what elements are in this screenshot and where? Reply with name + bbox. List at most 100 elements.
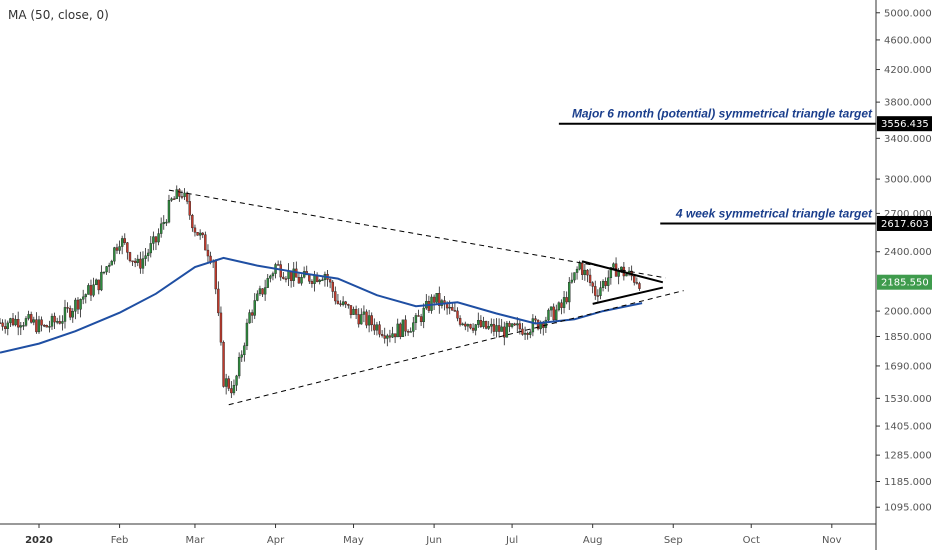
candle-body — [438, 293, 441, 306]
candle-body — [1, 322, 4, 327]
trendline-dashed — [228, 290, 684, 406]
candle-body — [157, 233, 160, 243]
candle-body — [588, 274, 592, 283]
x-tick-label: Jun — [425, 535, 442, 546]
candle-body — [469, 324, 472, 329]
candle-body — [300, 277, 303, 284]
candle-body — [497, 325, 501, 332]
candle-body — [334, 291, 337, 302]
candle-body — [131, 260, 134, 263]
candle-body — [178, 189, 181, 197]
candle-body — [625, 273, 628, 277]
target-badge — [877, 116, 932, 132]
candle-body — [375, 324, 379, 331]
x-tick-label: Mar — [186, 535, 206, 546]
candle-body — [58, 321, 61, 324]
candle-body — [308, 274, 311, 282]
current-price-badge — [877, 274, 932, 290]
candle-body — [79, 299, 82, 310]
candle-body — [258, 288, 262, 295]
y-tick-label: 1285.000 — [884, 451, 932, 462]
candle-body — [347, 304, 350, 306]
candle-body — [604, 281, 607, 286]
candle-body — [500, 326, 503, 332]
candle-body — [256, 293, 259, 301]
y-axis[interactable]: 5000.000 4600.000 4200.000 3800.000 3400.000… — [875, 0, 932, 550]
candle-body — [224, 378, 228, 387]
candle-body — [393, 333, 397, 338]
candle-body — [578, 262, 581, 270]
candle-body — [97, 279, 100, 291]
candle-body — [297, 277, 301, 284]
candle-body — [477, 320, 480, 325]
candle-body — [599, 287, 602, 296]
candle-body — [243, 345, 246, 356]
candle-body — [45, 325, 48, 328]
candle-body — [583, 269, 587, 275]
y-tick-label: 1185.000 — [884, 477, 932, 488]
candle-body — [432, 296, 436, 303]
x-axis[interactable]: 2020 Feb Mar Apr May Jun Jul Aug Sep Oct Nov — [0, 523, 876, 546]
candle-body — [555, 309, 558, 321]
candle-body — [3, 326, 7, 329]
candle-body — [396, 323, 399, 338]
y-tick-label: 5000.000 — [884, 8, 932, 19]
candle-body — [128, 252, 132, 262]
candle-body — [383, 335, 386, 339]
candle-body — [201, 232, 204, 235]
candle-body — [206, 249, 210, 257]
candle-body — [0, 322, 2, 324]
candle-body — [373, 324, 376, 331]
candle-body — [492, 323, 496, 332]
candle-body — [471, 327, 475, 331]
candle-body — [417, 315, 420, 317]
indicator-label: MA (50, close, 0) — [8, 8, 109, 22]
candle-body — [419, 316, 423, 323]
candle-body — [282, 276, 285, 279]
moving-average-line — [0, 256, 643, 354]
candle-body — [14, 318, 17, 326]
candle-body — [516, 323, 519, 326]
candle-body — [16, 318, 20, 328]
candle-body — [133, 260, 137, 263]
candle-body — [159, 223, 163, 234]
candle-body — [495, 325, 498, 332]
candle-body — [35, 319, 38, 333]
x-tick-label: Jul — [505, 535, 518, 546]
candle-body — [453, 310, 457, 312]
candle-body — [87, 285, 90, 295]
target-badge-label: 2617.603 — [881, 219, 929, 230]
candle-body — [596, 295, 600, 297]
current-price-label: 2185.550 — [881, 278, 929, 289]
candle-body — [435, 293, 438, 303]
candle-body — [222, 342, 225, 387]
candle-body — [170, 198, 173, 201]
candle-body — [32, 319, 35, 323]
candle-body — [167, 200, 171, 223]
candle-body — [557, 302, 561, 311]
candle-body — [562, 297, 566, 308]
candle-body — [136, 258, 139, 263]
trendline-dashed — [168, 189, 666, 279]
candle-body — [633, 275, 636, 283]
candle-body — [404, 319, 407, 332]
y-tick-label: 1850.000 — [884, 332, 932, 343]
x-tick-label: Sep — [664, 535, 683, 546]
candle-body — [570, 279, 574, 283]
candle-body — [120, 238, 124, 247]
target-annotations: Major 6 month (potential) symmetrical tr… — [558, 107, 876, 225]
candle-body — [61, 321, 64, 324]
candle-body — [547, 309, 550, 321]
candle-body — [352, 308, 355, 315]
x-tick-label: Oct — [743, 535, 760, 546]
candle-body — [513, 323, 516, 326]
candle-body — [126, 242, 129, 253]
candle-body — [107, 264, 111, 267]
triangle-line — [582, 260, 664, 284]
y-tick-label: 1690.000 — [884, 361, 932, 372]
candle-body — [531, 318, 535, 333]
candle-body — [552, 306, 555, 321]
candle-body — [144, 255, 147, 259]
triangle-line — [592, 286, 664, 305]
